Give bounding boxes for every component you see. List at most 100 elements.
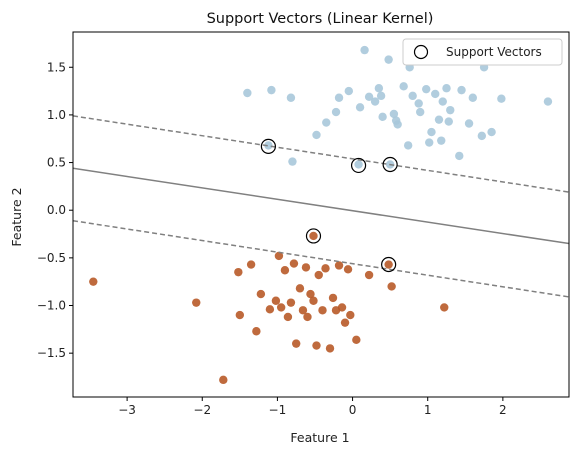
data-point-series-1 [427, 127, 436, 137]
data-point-series-2 [235, 310, 245, 320]
data-point-series-1 [364, 92, 374, 102]
data-point-series-2 [312, 341, 321, 350]
data-point-series-2 [246, 260, 256, 269]
plot-inner [73, 45, 569, 385]
data-point-series-2 [256, 289, 266, 299]
data-point-series-1 [437, 136, 446, 145]
data-point-series-2 [318, 306, 327, 315]
data-point-series-2 [309, 231, 318, 241]
data-point-series-1 [243, 88, 252, 98]
x-tick-label: −1 [269, 403, 287, 417]
data-point-series-1 [425, 138, 434, 147]
data-point-series-1 [286, 93, 296, 102]
y-tick-label: 0.5 [47, 156, 66, 170]
data-point-series-1 [264, 141, 273, 150]
data-point-series-1 [354, 160, 363, 169]
data-point-series-1 [389, 109, 399, 119]
data-point-series-2 [192, 298, 201, 307]
data-point-series-2 [340, 318, 350, 327]
data-point-series-2 [276, 303, 286, 312]
data-point-series-1 [360, 45, 369, 55]
data-point-series-1 [422, 84, 431, 94]
x-tick-label: −3 [118, 403, 136, 417]
data-point-series-2 [283, 312, 293, 322]
data-point-series-2 [298, 306, 308, 315]
support-vector-marker [382, 156, 398, 173]
data-point-series-1 [464, 119, 474, 128]
data-point-series-2 [309, 296, 318, 305]
data-point-series-1 [446, 105, 455, 115]
data-point-series-2 [265, 305, 275, 314]
data-point-series-2 [334, 261, 344, 270]
data-point-series-2 [274, 251, 284, 261]
y-tick-label: −1.0 [37, 299, 66, 313]
data-point-series-1 [334, 93, 344, 102]
legend-support-vector-marker [413, 44, 429, 60]
y-tick-label: 0.0 [47, 203, 66, 217]
data-point-series-1 [444, 117, 453, 126]
data-point-series-2 [325, 344, 335, 353]
data-point-series-1 [457, 85, 466, 95]
axes: −3 −2 −1 0 1 2 −1.5 −1.0 −0.5 0.0 0.5 1.0 1.5 [37, 31, 570, 417]
data-point-series-2 [286, 298, 296, 307]
data-point-series-1 [374, 84, 384, 93]
data-point-series-2 [384, 260, 393, 269]
data-point-series-2 [303, 312, 312, 322]
data-point-series-2 [252, 327, 261, 336]
y-tick-label: 1.5 [47, 60, 66, 74]
data-point-series-2 [364, 270, 374, 280]
data-point-series-1 [403, 141, 413, 150]
y-axis-label: Feature 2 [9, 187, 24, 246]
data-point-series-1 [416, 107, 425, 117]
data-point-series-2 [321, 264, 330, 273]
data-point-series-1 [399, 82, 408, 91]
data-point-series-2 [271, 296, 281, 305]
data-point-series-1 [312, 130, 321, 140]
data-point-series-2 [295, 284, 305, 293]
data-point-series-1 [438, 97, 447, 106]
data-point-series-1 [497, 94, 506, 103]
data-point-series-1 [331, 107, 341, 117]
y-tick-label: 1.0 [47, 108, 66, 122]
data-point-series-2 [337, 303, 347, 312]
data-point-series-2 [289, 259, 299, 268]
data-point-series-2 [280, 266, 290, 275]
data-point-series-1 [455, 151, 464, 161]
data-point-series-2 [352, 335, 361, 345]
data-point-series-2 [440, 303, 449, 312]
support-vector-marker [305, 228, 322, 244]
support-vector-marker [260, 138, 276, 154]
data-point-series-2 [314, 270, 323, 280]
data-point-series-1 [408, 91, 417, 101]
data-point-series-2 [328, 293, 338, 303]
x-tick-label: 0 [349, 403, 357, 417]
x-axis-label: Feature 1 [290, 430, 349, 445]
legend: Support Vectors [402, 38, 563, 66]
data-point-series-1 [378, 112, 387, 122]
data-point-series-1 [477, 131, 487, 141]
support-vector-marker [350, 157, 367, 174]
data-point-series-1 [431, 89, 440, 99]
data-point-series-1 [391, 116, 401, 125]
plot-area [73, 45, 569, 385]
legend-box [402, 38, 563, 66]
axes-frame [72, 31, 570, 398]
data-point-series-2 [306, 289, 315, 299]
support-vector-marker [381, 256, 397, 273]
data-point-series-1 [543, 97, 553, 106]
y-tick-label: −1.5 [37, 346, 66, 360]
data-point-series-2 [343, 265, 353, 274]
data-point-series-1 [370, 97, 380, 106]
data-point-series-1 [434, 115, 444, 124]
data-point-series-2 [346, 310, 355, 320]
x-tick-label: 1 [424, 403, 432, 417]
data-point-series-1 [384, 55, 393, 64]
data-point-series-2 [301, 263, 311, 272]
data-point-series-1 [468, 93, 478, 102]
data-point-series-1 [414, 99, 423, 108]
data-point-series-1 [322, 118, 331, 127]
data-point-series-1 [442, 84, 451, 93]
data-point-series-1 [376, 91, 386, 101]
